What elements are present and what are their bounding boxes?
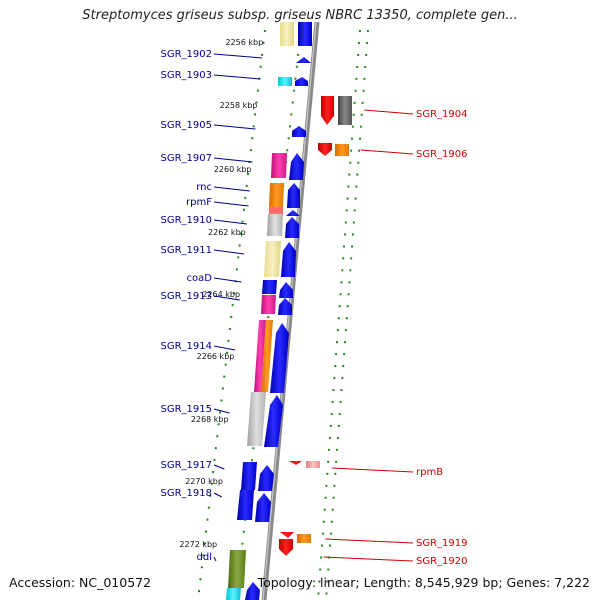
gene-label[interactable]: ddl [197, 552, 212, 563]
label-leader-line [360, 149, 414, 155]
gene-label[interactable]: SGR_1904 [416, 109, 468, 120]
label-leader-line [325, 538, 414, 544]
scale-tick-label: 2272 kbp [179, 540, 217, 549]
gene-block[interactable] [254, 320, 266, 392]
map-title: Streptomyces griseus subsp. griseus NBRC… [82, 8, 518, 23]
gene-block[interactable] [228, 550, 246, 588]
forward-strand-genes [226, 22, 312, 600]
scale-tick-label: 2268 kbp [191, 415, 229, 424]
gene-label[interactable]: rpmF [186, 197, 212, 208]
label-leader-line [213, 408, 230, 414]
gene-block[interactable] [237, 490, 254, 520]
gene-block[interactable] [278, 77, 292, 86]
gene-label[interactable]: SGR_1920 [416, 556, 468, 567]
gene-label[interactable]: rnc [196, 182, 212, 193]
gene-block[interactable] [226, 588, 241, 600]
gene-arrow[interactable] [280, 532, 294, 538]
reverse-strand-genes [279, 96, 352, 556]
scale-ticks: 2256 kbp 2258 kbp 2260 kbp 2262 kbp 2264 kbp… [179, 38, 263, 549]
gene-block[interactable] [280, 22, 294, 46]
gene-label[interactable]: SGR_1902 [161, 49, 213, 60]
accession-text: Accession: NC_010572 [9, 575, 152, 590]
gene-label[interactable]: coaD [187, 273, 213, 284]
gene-block[interactable] [261, 320, 273, 392]
label-leader-line [213, 124, 256, 130]
label-leader-line [213, 201, 249, 207]
gene-label[interactable]: SGR_1910 [161, 215, 213, 226]
gene-block[interactable] [267, 214, 283, 236]
scale-tick-label: 2266 kbp [197, 352, 235, 361]
gene-label[interactable]: SGR_1903 [161, 70, 213, 81]
gene-block[interactable] [261, 295, 276, 314]
gene-arrow[interactable] [264, 395, 283, 447]
gene-label[interactable]: SGR_1911 [161, 245, 213, 256]
label-leader-line [213, 53, 263, 59]
gene-arrow[interactable] [289, 461, 302, 465]
gene-arrow[interactable] [279, 282, 293, 298]
gene-arrow[interactable] [287, 183, 300, 208]
label-leader-line [213, 295, 240, 301]
gene-label[interactable]: rpmB [416, 467, 443, 478]
gene-arrow[interactable] [286, 210, 300, 216]
label-leader-line [364, 109, 414, 115]
label-leader-line [213, 277, 242, 283]
gene-arrow[interactable] [289, 153, 304, 180]
gene-label[interactable]: SGR_1907 [161, 153, 213, 164]
gene-block[interactable] [247, 392, 266, 446]
gene-label[interactable]: SGR_1905 [161, 120, 213, 131]
gene-arrow[interactable] [281, 242, 296, 277]
gene-block[interactable] [264, 241, 281, 277]
label-leader-line [213, 157, 253, 163]
label-leader-line [213, 556, 217, 562]
gene-block[interactable] [338, 96, 352, 125]
gene-label[interactable]: SGR_1913 [161, 291, 213, 302]
gene-block[interactable] [262, 280, 277, 294]
gene-arrow[interactable] [321, 96, 334, 125]
gene-arrow[interactable] [295, 77, 308, 86]
label-leader-line [213, 186, 250, 192]
gene-arrow[interactable] [255, 493, 271, 522]
label-leader-line [213, 345, 236, 351]
gene-block[interactable] [269, 207, 283, 214]
gene-arrow[interactable] [279, 539, 293, 556]
label-leader-line [323, 556, 414, 562]
gene-block[interactable] [298, 22, 312, 46]
gene-block[interactable] [297, 534, 311, 543]
gene-block[interactable] [271, 153, 287, 178]
gene-block[interactable] [335, 144, 349, 156]
label-leader-line [213, 492, 223, 498]
gene-label[interactable]: SGR_1917 [161, 460, 213, 471]
genome-summary-text: Topology: linear; Length: 8,545,929 bp; … [257, 575, 590, 590]
label-leader-line [213, 464, 225, 470]
gene-block[interactable] [306, 461, 320, 468]
gene-arrow[interactable] [292, 126, 306, 137]
label-leader-line [213, 219, 247, 225]
gene-label[interactable]: SGR_1914 [161, 341, 213, 352]
gene-arrow[interactable] [296, 57, 311, 63]
gene-label[interactable]: SGR_1915 [161, 404, 213, 415]
label-leader-line [213, 249, 245, 255]
gene-arrow[interactable] [278, 298, 292, 315]
gene-arrow[interactable] [285, 217, 299, 238]
scale-tick-label: 2262 kbp [208, 228, 246, 237]
label-leader-line [331, 467, 414, 473]
gene-label[interactable]: SGR_1906 [416, 149, 468, 160]
label-leader-line [213, 74, 261, 80]
scale-tick-label: 2270 kbp [185, 477, 223, 486]
gene-arrow[interactable] [258, 465, 274, 491]
gene-block[interactable] [269, 183, 284, 207]
right-gene-labels: SGR_1904 SGR_1906 rpmB SGR_1919 SGR_1920 [323, 109, 468, 567]
gene-label[interactable]: SGR_1919 [416, 538, 468, 549]
gene-arrow[interactable] [245, 582, 260, 600]
gene-label[interactable]: SGR_1918 [161, 488, 213, 499]
scale-tick-label: 2264 kbp [202, 290, 240, 299]
gene-arrow[interactable] [318, 143, 332, 156]
gene-arrow[interactable] [270, 323, 289, 393]
gene-block[interactable] [241, 462, 257, 490]
scale-tick-label: 2260 kbp [214, 165, 252, 174]
scale-tick-label: 2256 kbp [225, 38, 263, 47]
scale-tick-label: 2258 kbp [220, 101, 258, 110]
